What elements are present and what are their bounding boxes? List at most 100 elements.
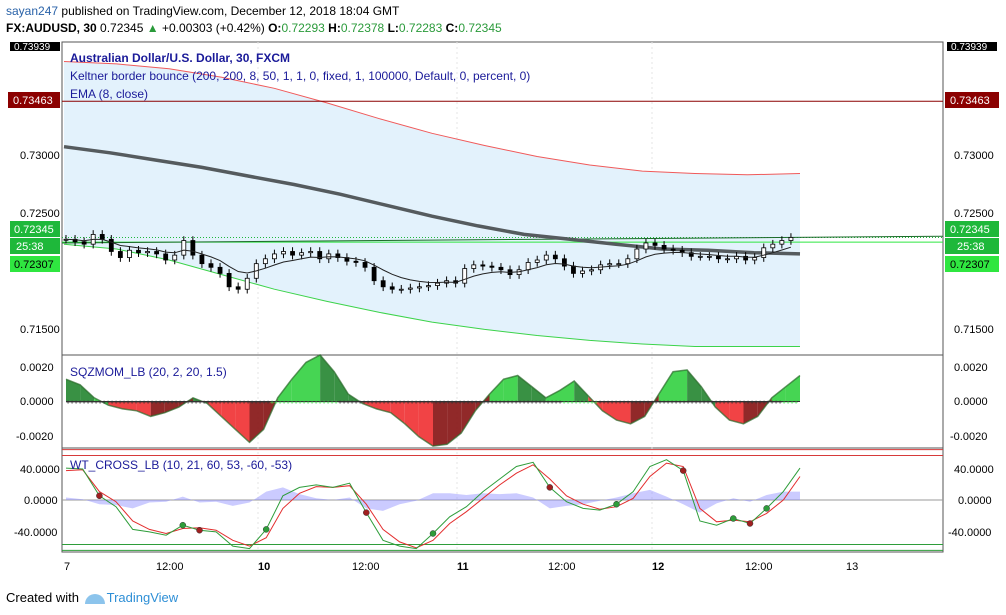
candle-body xyxy=(571,265,576,274)
candle-body xyxy=(552,254,558,260)
wt-histogram xyxy=(66,487,800,513)
candle-body xyxy=(299,252,305,256)
countdown-right-text: 25:38 xyxy=(957,241,985,253)
squeeze-dot: + xyxy=(642,400,646,407)
squeeze-dot: + xyxy=(74,400,78,407)
squeeze-dot: + xyxy=(250,400,254,407)
squeeze-dot: + xyxy=(262,400,266,407)
low-label: L: xyxy=(387,21,399,35)
squeeze-dot: + xyxy=(458,400,462,407)
candle-body xyxy=(81,241,87,245)
squeeze-dot: + xyxy=(558,400,562,407)
wt-cross-dot xyxy=(179,521,187,529)
squeeze-dot: + xyxy=(602,400,606,407)
squeeze-dot: + xyxy=(578,400,582,407)
price-axis[interactable]: 0.73000 0.72500 0.71500 0.73000 0.72500 … xyxy=(20,150,994,336)
squeeze-dot: + xyxy=(82,400,86,407)
candle-body xyxy=(362,262,368,268)
candle-body xyxy=(489,265,495,268)
squeeze-dot: + xyxy=(102,400,106,407)
support-badge-right xyxy=(945,256,999,272)
support-badge-right-text: 0.72307 xyxy=(950,259,990,271)
squeeze-dot: + xyxy=(490,400,494,407)
candle-body xyxy=(108,238,114,252)
wt-cross-dot xyxy=(262,526,270,533)
time-tick: 11 xyxy=(457,561,469,573)
time-axis[interactable]: 7 12:00 10 12:00 11 12:00 12 12:00 13 xyxy=(64,561,858,573)
momentum-bar xyxy=(447,401,462,445)
squeeze-dot: + xyxy=(734,400,738,407)
candle-body xyxy=(480,264,486,267)
level-badge-right xyxy=(945,92,999,108)
squeeze-dot: + xyxy=(690,400,694,407)
publish-info: sayan247 published on TradingView.com, D… xyxy=(6,4,399,18)
candle-body xyxy=(616,263,622,266)
squeeze-dot: + xyxy=(290,400,294,407)
candle-body xyxy=(226,273,232,288)
candle-body xyxy=(543,254,549,261)
footer-branding[interactable]: Created with TradingView xyxy=(6,590,178,605)
sqz-axis[interactable]: 0.0020 0.0000 -0.0020 0.0020 0.0000 -0.0… xyxy=(16,362,988,443)
wt-cross-dot xyxy=(363,509,370,516)
last-price: 0.72345 xyxy=(100,21,144,35)
squeeze-dot: + xyxy=(766,400,770,407)
momentum-bar xyxy=(503,375,518,402)
squeeze-dot: + xyxy=(562,400,566,407)
squeeze-dot: + xyxy=(186,400,190,407)
author-link[interactable]: sayan247 xyxy=(6,4,59,18)
squeeze-dot: + xyxy=(382,400,386,407)
squeeze-dot: + xyxy=(150,400,154,407)
squeeze-dot: + xyxy=(402,400,406,407)
squeeze-dot: + xyxy=(538,400,542,407)
time-tick: 12:00 xyxy=(156,561,184,573)
top-cut-label: 0.73939 xyxy=(14,42,51,53)
price-tick: 0.72500 xyxy=(954,208,994,220)
squeeze-dot: + xyxy=(242,400,246,407)
squeeze-dot: + xyxy=(106,400,110,407)
candle-body xyxy=(407,287,413,290)
squeeze-dot: + xyxy=(626,400,630,407)
squeeze-dot: + xyxy=(582,400,586,407)
squeeze-dot: + xyxy=(790,400,794,407)
squeeze-dot: + xyxy=(130,400,134,407)
squeeze-dot: + xyxy=(434,400,438,407)
sqz-legend: SQZMOM_LB (20, 2, 20, 1.5) xyxy=(70,365,227,379)
candle-body xyxy=(471,264,477,269)
wt-tick: -40.0000 xyxy=(14,527,57,539)
squeeze-dot: + xyxy=(494,400,498,407)
candle-body xyxy=(317,251,323,260)
wt-legend: WT_CROSS_LB (10, 21, 60, 53, -60, -53) xyxy=(70,458,292,472)
price-change: +0.00303 (+0.42%) xyxy=(162,21,265,35)
wt-tick: 0.0000 xyxy=(24,495,58,507)
squeeze-dot: + xyxy=(550,400,554,407)
squeeze-dot: + xyxy=(162,400,166,407)
candle-body xyxy=(607,263,613,266)
squeeze-dot: + xyxy=(610,400,614,407)
candle-body xyxy=(181,240,187,256)
candle-body xyxy=(417,286,422,289)
candle-body xyxy=(670,248,676,251)
wt-tick: 40.0000 xyxy=(20,464,60,476)
candle-body xyxy=(272,253,277,260)
candle-body xyxy=(308,251,314,254)
candle-body xyxy=(163,253,169,261)
wt-axis[interactable]: 40.0000 0.0000 -40.0000 40.0000 0.0000 -… xyxy=(14,464,994,539)
squeeze-dot: + xyxy=(258,400,262,407)
price-badge-right xyxy=(945,221,999,237)
price-tick: 0.71500 xyxy=(954,324,994,336)
chart-canvas[interactable]: + + + + + + + + + + + + + + + + + + + + + + + + + + + + + + + + + + + + + + + +… xyxy=(0,0,1006,590)
candle-body xyxy=(716,255,721,260)
squeeze-dot: + xyxy=(298,400,302,407)
time-tick: 10 xyxy=(258,561,270,573)
squeeze-dot: + xyxy=(502,400,506,407)
candle-body xyxy=(199,254,205,265)
candle-body xyxy=(353,260,359,263)
squeeze-dot: + xyxy=(294,400,298,407)
squeeze-dot: + xyxy=(114,400,118,407)
squeeze-dot: + xyxy=(426,400,430,407)
squeeze-dot: + xyxy=(778,400,782,407)
price-tick: 0.72500 xyxy=(20,208,60,220)
squeeze-dot: + xyxy=(638,400,642,407)
squeeze-dot: + xyxy=(342,400,346,407)
squeeze-dot: + xyxy=(442,400,446,407)
